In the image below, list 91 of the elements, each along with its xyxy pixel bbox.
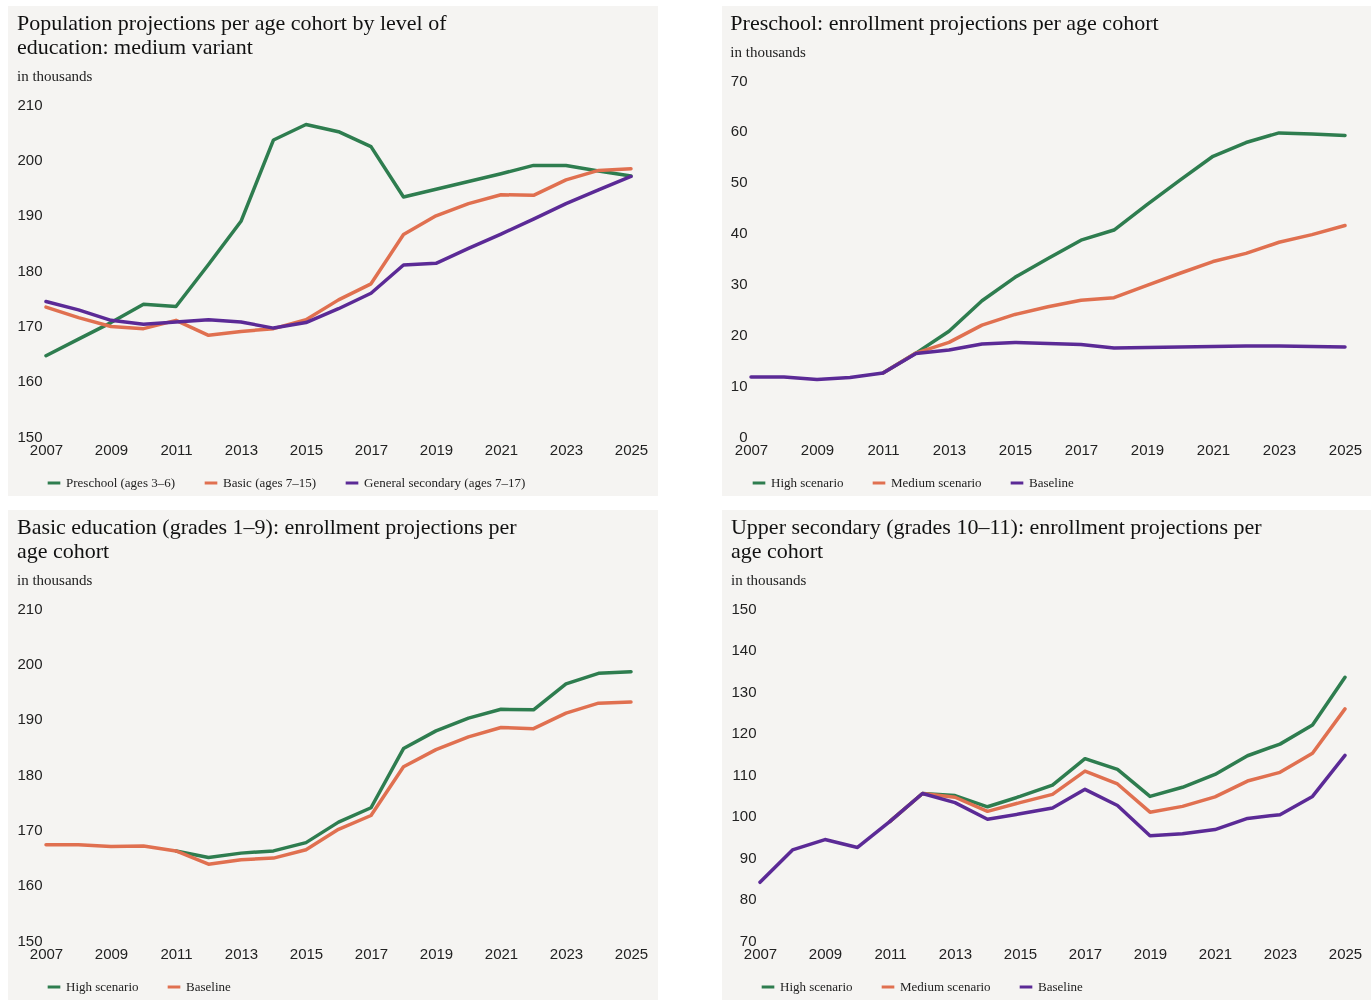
x-tick-label: 2023 [549,440,584,458]
y-tick-label: 180 [17,765,43,783]
x-tick-label: 2009 [94,944,129,962]
y-tick-label: 70 [739,931,757,949]
chart-title: Preschool: enrollment projections per age cohort [730,10,1159,35]
x-tick-label: 2025 [1328,440,1363,458]
x-tick-label: 2023 [1263,944,1298,962]
x-tick-label: 2021 [484,944,519,962]
x-tick-label: 2025 [614,944,649,962]
x-tick-label: 2013 [938,944,973,962]
legend-label: Baseline [1029,475,1074,490]
y-tick-label: 170 [17,820,43,838]
x-tick-label: 2019 [1130,440,1165,458]
chart-subtitle: in thousands [730,572,807,588]
y-tick-label: 150 [17,931,43,949]
chart-title: Upper secondary (grades 10–11): enrollment projections per age cohort [730,514,1263,563]
x-tick-label: 2009 [94,440,129,458]
x-tick-label: 2025 [614,440,649,458]
x-tick-label: 2025 [1328,944,1363,962]
y-tick-label: 40 [730,224,748,242]
y-tick-label: 60 [730,122,748,140]
legend-label: High scenario [780,979,853,994]
x-tick-label: 2021 [1196,440,1231,458]
y-tick-label: 160 [17,372,43,390]
line-series [749,340,1347,382]
line-series [44,700,633,866]
x-tick-label: 2017 [1068,944,1103,962]
x-tick-label: 2009 [800,440,835,458]
y-tick-label: 160 [17,876,43,894]
y-tick-label: 180 [17,261,43,279]
chart-title: Basic education (grades 1–9): enrollment projections per age cohort [16,514,518,563]
legend-label: High scenario [771,475,844,490]
legend-label: General secondary (ages 7–17) [364,475,526,490]
y-tick-label: 20 [730,325,748,343]
x-tick-label: 2021 [484,440,519,458]
legend-label: Medium scenario [900,979,991,994]
x-tick-label: 2019 [1133,944,1168,962]
x-tick-label: 2017 [354,944,389,962]
x-tick-label: 2023 [1262,440,1297,458]
x-tick-label: 2015 [289,440,324,458]
x-tick-label: 2011 [160,944,193,962]
x-tick-label: 2015 [998,440,1033,458]
line-series [44,122,633,358]
legend-label: Basic (ages 7–15) [223,475,317,490]
y-tick-label: 100 [731,807,757,824]
y-tick-label: 200 [17,150,43,168]
chart-subtitle: in thousands [16,68,93,84]
y-tick-label: 30 [730,274,748,292]
legend-label: Baseline [1038,979,1083,994]
chart-subtitle: in thousands [16,572,93,588]
y-tick-label: 90 [739,848,757,866]
chart-subtitle: in thousands [730,44,806,60]
line-series [174,669,633,860]
y-tick-label: 10 [730,376,748,394]
y-tick-label: 110 [732,765,757,783]
line-series [758,753,1347,885]
y-tick-label: 80 [739,890,757,907]
y-tick-label: 150 [731,599,757,617]
y-tick-label: 120 [731,724,757,741]
x-tick-label: 2013 [224,440,259,458]
legend-label: High scenario [66,979,139,994]
x-tick-label: 2011 [867,440,900,458]
x-tick-label: 2023 [549,944,584,962]
x-tick-label: 2021 [1198,944,1233,962]
y-tick-label: 200 [17,654,43,672]
x-tick-label: 2019 [419,440,454,458]
legend-label: Medium scenario [891,475,982,490]
legend-label: Baseline [186,979,231,994]
x-tick-label: 2013 [932,440,967,458]
x-tick-label: 2015 [1003,944,1038,962]
x-tick-label: 2015 [289,944,324,962]
x-tick-label: 2013 [224,944,259,962]
y-tick-label: 170 [17,316,43,334]
legend-label: Preschool (ages 3–6) [66,475,176,490]
y-tick-label: 140 [731,641,757,658]
y-tick-label: 210 [17,95,43,113]
y-tick-label: 190 [17,710,43,728]
x-tick-label: 2017 [1064,440,1099,458]
x-tick-label: 2017 [354,440,389,458]
y-tick-label: 0 [739,427,748,445]
x-tick-label: 2011 [874,944,907,962]
y-tick-label: 150 [17,427,43,445]
y-tick-label: 190 [17,206,43,224]
chart-title: Population projections per age cohort by level of education: medium variant [16,10,448,59]
y-tick-label: 70 [730,71,748,89]
y-tick-label: 130 [731,682,757,700]
x-tick-label: 2009 [808,944,843,962]
y-tick-label: 210 [17,599,43,617]
x-tick-label: 2011 [160,440,193,458]
x-tick-label: 2019 [419,944,454,962]
y-tick-label: 50 [730,173,748,191]
